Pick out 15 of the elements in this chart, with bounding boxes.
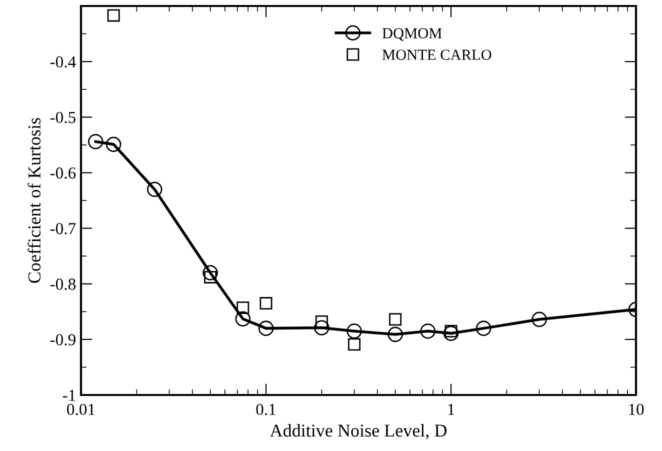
x-tick-label: 1: [448, 404, 454, 415]
x-axis-title: Additive Noise Level, D: [270, 424, 447, 440]
y-tick-label: -0.6: [50, 167, 76, 179]
legend-label: DQMOM: [382, 28, 442, 41]
y-tick-label: -0.5: [50, 112, 76, 124]
x-tick-label: 0.01: [67, 404, 95, 416]
y-tick-label: -0.8: [50, 278, 76, 290]
x-tick-label: 0.1: [256, 404, 276, 416]
y-tick-label: -1: [62, 390, 76, 401]
x-tick-label: 10: [629, 404, 644, 416]
legend-label: MONTE CARLO: [382, 50, 492, 60]
y-tick-label: -0.9: [50, 334, 76, 346]
y-axis-title: Coefficient of Kurtosis: [28, 118, 41, 283]
y-tick-label: -0.4: [50, 56, 76, 68]
y-tick-label: -0.7: [50, 222, 76, 234]
